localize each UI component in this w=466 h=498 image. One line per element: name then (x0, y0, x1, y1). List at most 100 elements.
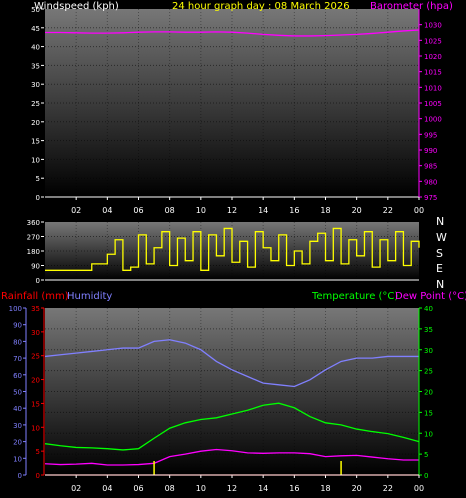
y-tick-label: 20 (13, 439, 22, 447)
x-tick-label: 18 (320, 206, 330, 215)
y-tick-label: 0 (36, 277, 40, 285)
y-tick-label: 20 (31, 377, 40, 385)
y-tick-label: 15 (31, 138, 40, 146)
y-tick-label: 40 (31, 44, 40, 52)
x-tick-label: 04 (102, 484, 112, 493)
y-tick-label: 100 (9, 305, 22, 313)
rainfall-axis-label: Rainfall (mm) (1, 291, 69, 302)
x-tick-label: 14 (258, 484, 268, 493)
x-tick-label: 02 (71, 484, 81, 493)
x-tick-label: 04 (102, 206, 112, 215)
humidity-line (44, 339, 419, 388)
x-tick-label: 16 (289, 484, 299, 493)
x-tick-label: 12 (227, 206, 237, 215)
compass-e: E (436, 262, 443, 275)
y-tick-label: 35 (31, 62, 40, 70)
y-tick-label: 30 (424, 347, 433, 355)
y-tick-label: 35 (31, 305, 40, 313)
y-tick-label: 20 (424, 389, 433, 397)
y-tick-label: 5 (424, 451, 428, 459)
y-tick-label: 30 (13, 422, 22, 430)
x-tick-label: 10 (196, 206, 206, 215)
x-tick-label: 22 (383, 484, 393, 493)
barometer-axis-label: Barometer (hpa) (370, 1, 453, 12)
wind-direction-line (45, 227, 420, 271)
y-tick-label: 35 (424, 326, 433, 334)
x-axis-ticks-top: 02 04 06 08 10 12 14 16 18 20 22 00 (71, 197, 424, 215)
y-tick-label: 1005 (424, 100, 442, 108)
barometer-line (45, 29, 420, 37)
x-tick-label: 08 (165, 206, 175, 215)
windspeed-axis-ticks: 0 5 10 15 20 25 30 35 40 45 50 (31, 6, 44, 202)
compass-n-bottom: N (436, 278, 444, 291)
compass-w: W (436, 231, 447, 244)
direction-axis-ticks: 0 90 180 270 360 (27, 219, 44, 285)
y-tick-label: 50 (13, 389, 22, 397)
y-tick-label: 50 (31, 6, 40, 14)
x-tick-label: 18 (320, 484, 330, 493)
x-tick-label: 10 (196, 484, 206, 493)
y-tick-label: 0 (424, 472, 428, 480)
x-tick-label: 00 (414, 484, 424, 493)
x-tick-label: 20 (352, 484, 362, 493)
y-tick-label: 30 (31, 329, 40, 337)
y-tick-label: 25 (31, 100, 40, 108)
humidity-axis-label: Humidity (67, 291, 112, 302)
y-tick-label: 10 (424, 430, 433, 438)
series-middle (45, 227, 420, 271)
y-tick-label: 80 (13, 338, 22, 346)
dewpoint-line (44, 448, 419, 466)
y-tick-label: 980 (424, 178, 437, 186)
dewpoint-axis-label: Dew Point (°C) (395, 291, 466, 302)
compass-n-top: N (436, 215, 444, 228)
y-tick-label: 10 (31, 424, 40, 432)
grid-lower (45, 308, 419, 475)
x-tick-label: 20 (352, 206, 362, 215)
y-tick-label: 0 (36, 472, 40, 480)
y-tick-label: 1015 (424, 69, 442, 77)
y-tick-label: 0 (18, 472, 22, 480)
y-tick-label: 1000 (424, 116, 442, 124)
y-tick-label: 25 (31, 353, 40, 361)
y-tick-label: 180 (27, 248, 40, 256)
rainfall-axis-ticks: 0 5 10 15 20 25 30 35 (31, 305, 44, 480)
grid-top (45, 9, 419, 197)
y-tick-label: 15 (424, 409, 433, 417)
humidity-axis-ticks: 0 10 20 30 40 50 60 70 80 90 100 (9, 305, 26, 480)
y-tick-label: 25 (424, 368, 433, 376)
x-tick-label: 16 (289, 206, 299, 215)
y-tick-label: 360 (27, 219, 40, 227)
x-tick-label: 00 (414, 206, 424, 215)
y-tick-label: 985 (424, 163, 437, 171)
series-top (45, 29, 420, 37)
y-tick-label: 70 (13, 355, 22, 363)
x-tick-label: 08 (165, 484, 175, 493)
temperature-axis-ticks: 0 5 10 15 20 25 30 35 40 (419, 305, 433, 480)
y-tick-label: 1010 (424, 84, 442, 92)
x-axis-ticks-lower: 02 04 06 08 10 12 14 16 18 20 22 00 (71, 475, 424, 493)
y-tick-label: 5 (36, 175, 40, 183)
x-tick-label: 06 (133, 206, 143, 215)
x-tick-label: 12 (227, 484, 237, 493)
y-tick-label: 40 (13, 405, 22, 413)
y-tick-label: 90 (13, 322, 22, 330)
y-tick-label: 5 (36, 448, 40, 456)
y-tick-label: 30 (31, 81, 40, 89)
x-tick-label: 06 (133, 484, 143, 493)
y-tick-label: 1030 (424, 22, 442, 30)
y-tick-label: 0 (36, 194, 40, 202)
chart-title: 24 hour graph day : 08 March 2026 (172, 1, 350, 12)
y-tick-label: 10 (31, 156, 40, 164)
barometer-axis-ticks: 975 980 985 990 995 1000 1005 1010 1015 1020 1025 1… (419, 22, 442, 202)
y-tick-label: 90 (31, 263, 40, 271)
windspeed-axis-label: Windspeed (kph) (34, 1, 119, 12)
y-tick-label: 15 (31, 400, 40, 408)
y-tick-label: 1020 (424, 53, 442, 61)
y-tick-label: 60 (13, 372, 22, 380)
temperature-line (44, 402, 420, 451)
y-tick-label: 995 (424, 131, 437, 139)
compass-s: S (436, 247, 443, 260)
y-tick-label: 1025 (424, 37, 442, 45)
x-tick-label: 22 (383, 206, 393, 215)
